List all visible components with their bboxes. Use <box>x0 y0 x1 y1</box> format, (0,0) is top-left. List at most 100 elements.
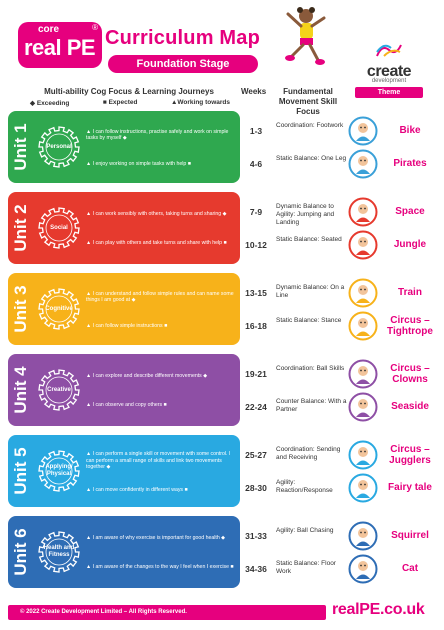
row-theme: Circus – Clowns <box>390 363 430 385</box>
fms-column-header: Fundamental Movement Skill Focus <box>278 87 338 116</box>
row-movement-skill: Static Balance: Floor Work <box>276 560 336 575</box>
learning-statement: ▲ I can play with others and take turns … <box>86 240 227 247</box>
unit-card: Unit 6 Health and Fitness ▲ I am aware of … <box>8 516 240 588</box>
learning-statement: ▲ I can observe and copy others ■ <box>86 402 167 409</box>
learning-statement: ▲ I can understand and follow simple rul… <box>86 290 234 304</box>
legend-item-exceeding: ◆ Exceeding <box>30 100 70 107</box>
row-movement-skill: Static Balance: Stance <box>276 317 342 324</box>
row-movement-skill: Coordination: Footwork <box>276 122 344 129</box>
row-theme: Circus – Jugglers <box>389 444 431 466</box>
row-weeks: 19-21 <box>245 369 267 379</box>
bike-icon <box>348 116 378 146</box>
row-movement-skill: Static Balance: One Leg <box>276 155 347 162</box>
unit-label: Unit 1 <box>11 123 30 171</box>
unit-card: Unit 4 Creative ▲ I can explore and descri… <box>8 354 240 426</box>
legend: ◆ Exceeding ■ Expected ▲Working towards <box>30 99 230 107</box>
row-movement-skill: Dynamic Balance: On a Line <box>276 284 345 299</box>
row-theme: Fairy tale <box>388 482 432 493</box>
learning-journey-statements: ▲ I can perform a single skill or moveme… <box>86 443 236 501</box>
focus-column-header: Multi-ability Cog Focus & Learning Journ… <box>44 87 214 96</box>
unit-label: Unit 2 <box>11 204 30 252</box>
logo-registered-mark: ® <box>92 23 98 32</box>
row-weeks: 16-18 <box>245 321 267 331</box>
row-theme: Circus – Tightrope <box>387 315 433 337</box>
learning-journey-statements: ▲ I am aware of why exercise is importan… <box>86 524 236 582</box>
cog-focus-label: Health and Fitness <box>43 545 75 558</box>
tightrope-icon <box>348 311 378 341</box>
row-theme: Squirrel <box>391 530 429 541</box>
learning-statement: ▲ I can explore and describe different m… <box>86 373 208 380</box>
learning-statement: ▲ I enjoy working on simple tasks with h… <box>86 160 191 167</box>
learning-statement: ▲ I am aware of why exercise is importan… <box>86 535 226 542</box>
row-theme: Seaside <box>391 401 429 412</box>
learning-statement: ▲ I can work sensibly with others, takin… <box>86 211 227 218</box>
cog-icon <box>38 369 80 411</box>
learning-journey-statements: ▲ I can explore and describe different m… <box>86 362 236 420</box>
row-weeks: 1-3 <box>249 126 263 136</box>
stage-label: Foundation Stage <box>108 55 258 73</box>
cog-focus-label: Applying/ Physical <box>45 464 73 477</box>
cog-icon <box>38 531 80 573</box>
fairy-icon <box>348 473 378 503</box>
create-name: create <box>366 63 412 80</box>
logo-name-text: real PE <box>24 35 96 60</box>
row-weeks: 34-36 <box>245 564 267 574</box>
row-theme: Cat <box>401 563 419 574</box>
real-pe-logo: core real PE ® <box>18 22 102 68</box>
logo-core-text: core <box>38 24 60 35</box>
cog-focus-label: Social <box>50 224 68 231</box>
unit-label: Unit 5 <box>11 447 30 495</box>
juggler-icon <box>348 440 378 470</box>
cog-icon <box>38 288 80 330</box>
cog-focus-label: Creative <box>47 386 71 393</box>
jumping-child-icon <box>285 7 326 65</box>
legend-item-expected: ■ Expected <box>102 99 138 106</box>
seaside-icon <box>348 392 378 422</box>
row-weeks: 25-27 <box>245 450 267 460</box>
pirate-icon <box>348 149 378 179</box>
website-link[interactable]: realPE.co.uk <box>332 601 425 618</box>
weeks-column-header: Weeks <box>241 87 267 96</box>
learning-journey-statements: ▲ I can understand and follow simple rul… <box>86 281 236 339</box>
unit-card: Unit 5 Applying/ Physical ▲ I can perform … <box>8 435 240 507</box>
row-weeks: 28-30 <box>245 483 267 493</box>
learning-journey-statements: ▲ I can work sensibly with others, takin… <box>86 200 236 258</box>
copyright-footer: © 2022 Create Development Limited – All … <box>8 605 326 620</box>
monkey-icon <box>348 230 378 260</box>
unit-label: Unit 6 <box>11 528 30 576</box>
cog-icon <box>38 207 80 249</box>
learning-statement: ▲ I can move confidently in different wa… <box>86 486 188 493</box>
cog-icon <box>38 450 80 492</box>
create-subtitle: development <box>371 78 407 84</box>
learning-statement: ▲ I can perform a single skill or moveme… <box>86 451 231 470</box>
row-weeks: 10-12 <box>245 240 267 250</box>
row-weeks: 4-6 <box>249 159 263 169</box>
row-movement-skill: Agility: Reaction/Response <box>276 479 333 494</box>
row-weeks: 7-9 <box>249 207 263 217</box>
create-swirl-icon <box>376 44 402 57</box>
row-weeks: 22-24 <box>245 402 267 412</box>
row-weeks: 13-15 <box>245 288 267 298</box>
astronaut-icon <box>348 197 378 227</box>
row-movement-skill: Coordination: Sending and Receiving <box>276 446 341 461</box>
legend-item-working-towards: ▲Working towards <box>170 99 230 106</box>
row-theme: Jungle <box>393 239 427 250</box>
learning-journey-statements: ▲ I can follow instructions, practise sa… <box>86 119 236 177</box>
train-icon <box>348 278 378 308</box>
cog-icon <box>38 126 80 168</box>
learning-statement: ▲ I am aware of the changes to the way I… <box>86 564 234 571</box>
squirrel-icon <box>348 521 378 551</box>
cog-focus-label: Personal <box>46 143 72 150</box>
row-movement-skill: Dynamic Balance to Agility: Jumping and … <box>276 203 335 226</box>
row-movement-skill: Coordination: Ball Skills <box>276 365 345 372</box>
clown-icon <box>348 359 378 389</box>
row-weeks: 31-33 <box>245 531 267 541</box>
unit-card: Unit 2 Social ▲ I can work sensibly with o… <box>8 192 240 264</box>
learning-statement: ▲ I can follow instructions, practise sa… <box>86 128 229 142</box>
unit-card: Unit 1 Personal ▲ I can follow instruction… <box>8 111 240 183</box>
row-theme: Bike <box>399 125 421 136</box>
row-theme: Pirates <box>393 158 427 169</box>
theme-column-header: Theme <box>355 87 423 98</box>
unit-card: Unit 3 Cognitive ▲ I can understand and fo… <box>8 273 240 345</box>
cat-icon <box>348 554 378 584</box>
